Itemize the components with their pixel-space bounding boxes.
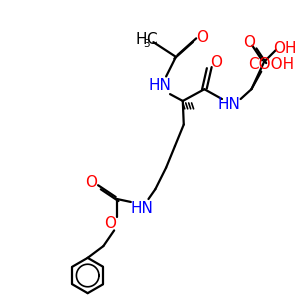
Text: COOH: COOH	[248, 57, 294, 72]
Text: 3: 3	[143, 39, 150, 49]
Text: O: O	[85, 175, 98, 190]
Text: HN: HN	[130, 201, 153, 216]
Text: O: O	[196, 30, 208, 45]
Text: HN: HN	[149, 78, 172, 93]
Text: O: O	[104, 216, 116, 231]
Text: OH: OH	[273, 40, 296, 56]
Text: HN: HN	[218, 98, 240, 112]
Text: H: H	[136, 32, 147, 47]
Text: O: O	[244, 34, 256, 50]
Text: O: O	[210, 55, 222, 70]
Text: C: C	[146, 32, 157, 47]
